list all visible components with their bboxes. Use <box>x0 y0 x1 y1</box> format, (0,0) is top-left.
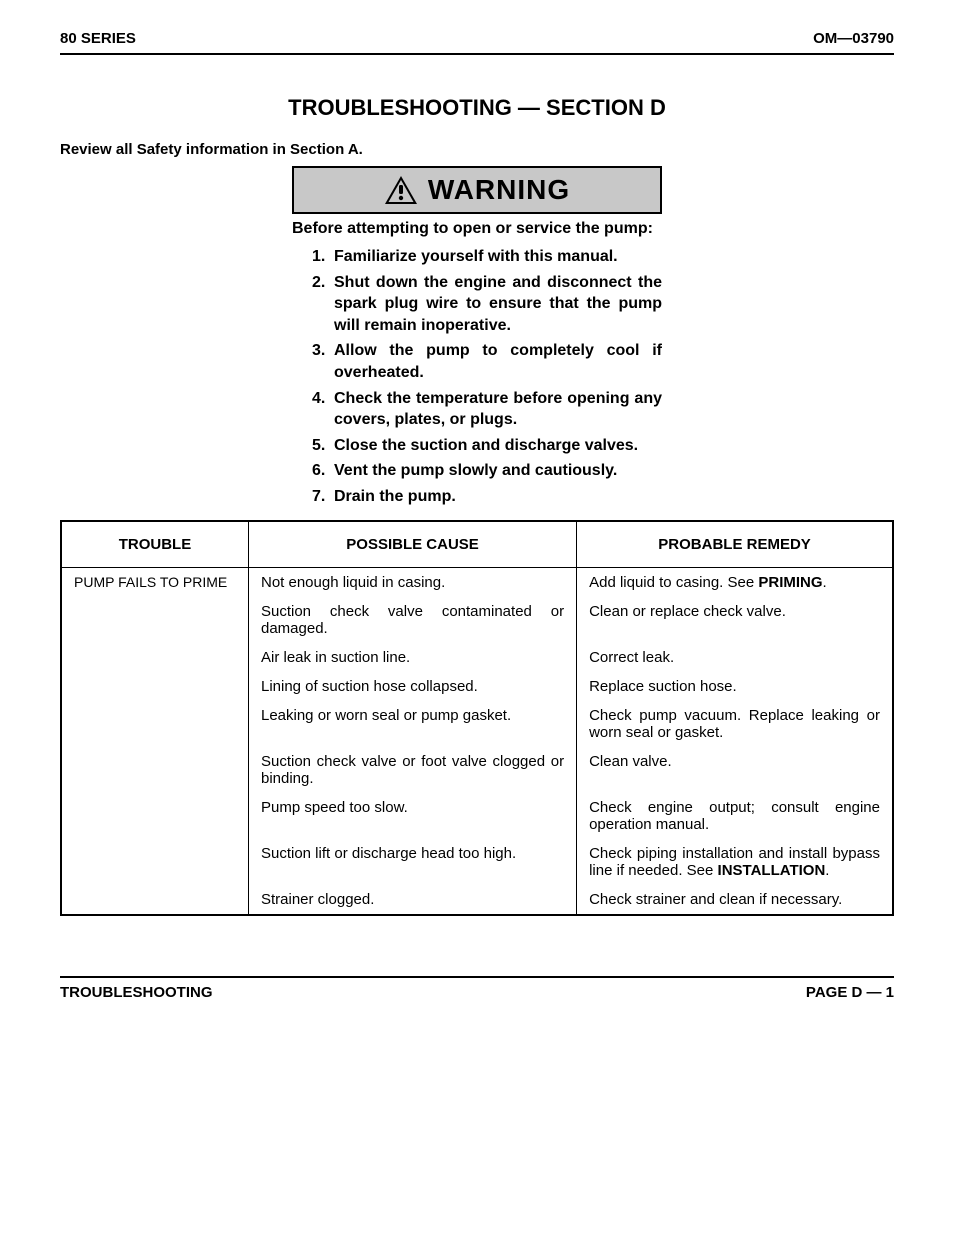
cause-cell: Suction check valve contaminated or dama… <box>248 597 576 643</box>
cause-cell: Lining of suction hose collapsed. <box>248 672 576 701</box>
col-trouble: TROUBLE <box>61 521 248 568</box>
warning-list: Familiarize yourself with this manual. S… <box>292 246 662 508</box>
cause-cell: Suction lift or discharge head too high. <box>248 839 576 885</box>
remedy-cell: Check piping installation and install by… <box>577 839 893 885</box>
warning-item: Close the suction and discharge valves. <box>292 435 662 457</box>
table-body: PUMP FAILS TO PRIMENot enough liquid in … <box>61 567 893 915</box>
warning-item: Familiarize yourself with this manual. <box>292 246 662 268</box>
trouble-cell: PUMP FAILS TO PRIME <box>61 567 248 915</box>
warning-item: Vent the pump slowly and cautiously. <box>292 460 662 482</box>
remedy-cell: Check strainer and clean if necessary. <box>577 885 893 915</box>
table-row: PUMP FAILS TO PRIMENot enough liquid in … <box>61 567 893 597</box>
remedy-cell: Clean valve. <box>577 747 893 793</box>
remedy-cell: Clean or replace check valve. <box>577 597 893 643</box>
remedy-cell: Check engine output; consult engine oper… <box>577 793 893 839</box>
warning-item: Check the temperature before opening any… <box>292 388 662 431</box>
col-cause: POSSIBLE CAUSE <box>248 521 576 568</box>
remedy-cell: Correct leak. <box>577 643 893 672</box>
page-header: 80 SERIES OM—03790 <box>60 30 894 55</box>
review-text: Review all Safety information in Section… <box>60 141 894 158</box>
page-footer: TROUBLESHOOTING PAGE D — 1 <box>60 976 894 1001</box>
header-left: 80 SERIES <box>60 30 136 47</box>
page-title: TROUBLESHOOTING — SECTION D <box>60 95 894 121</box>
header-right: OM—03790 <box>813 30 894 47</box>
cause-cell: Pump speed too slow. <box>248 793 576 839</box>
warning-banner: WARNING <box>292 166 662 214</box>
troubleshooting-table: TROUBLE POSSIBLE CAUSE PROBABLE REMEDY P… <box>60 520 894 916</box>
warning-block: WARNING Before attempting to open or ser… <box>292 166 662 508</box>
warning-triangle-icon <box>384 175 418 205</box>
remedy-cell: Add liquid to casing. See PRIMING. <box>577 567 893 597</box>
warning-item: Drain the pump. <box>292 486 662 508</box>
warning-item: Shut down the engine and disconnect the … <box>292 272 662 337</box>
remedy-cell: Replace suction hose. <box>577 672 893 701</box>
remedy-cell: Check pump vacuum. Replace leaking or wo… <box>577 701 893 747</box>
cause-cell: Strainer clogged. <box>248 885 576 915</box>
cause-cell: Leaking or worn seal or pump gasket. <box>248 701 576 747</box>
page: 80 SERIES OM—03790 TROUBLESHOOTING — SEC… <box>0 0 954 1041</box>
table-header-row: TROUBLE POSSIBLE CAUSE PROBABLE REMEDY <box>61 521 893 568</box>
remedy-ref: PRIMING <box>758 574 822 591</box>
col-remedy: PROBABLE REMEDY <box>577 521 893 568</box>
cause-cell: Air leak in suction line. <box>248 643 576 672</box>
warning-label: WARNING <box>428 174 570 206</box>
remedy-ref: INSTALLATION <box>718 862 826 879</box>
cause-cell: Not enough liquid in casing. <box>248 567 576 597</box>
cause-cell: Suction check valve or foot valve clogge… <box>248 747 576 793</box>
footer-left: TROUBLESHOOTING <box>60 984 213 1001</box>
warning-intro: Before attempting to open or service the… <box>292 220 662 238</box>
warning-item: Allow the pump to completely cool if ove… <box>292 340 662 383</box>
footer-right: PAGE D — 1 <box>806 984 894 1001</box>
